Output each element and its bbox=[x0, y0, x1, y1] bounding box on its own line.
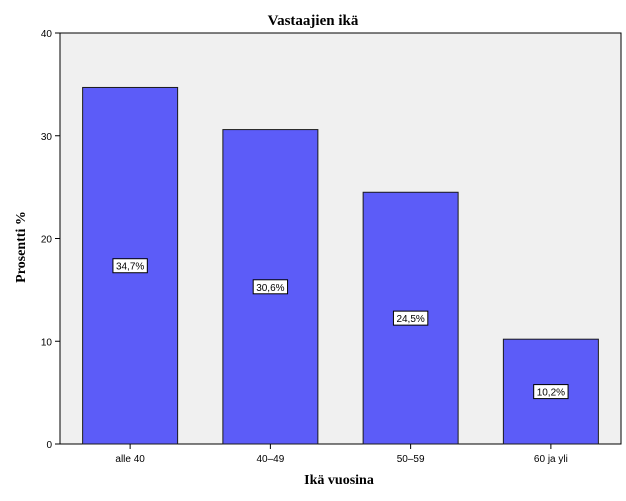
data-labels-layer: 34,7% 30,6% 24,5% 10,2% bbox=[112, 258, 569, 400]
y-tick-label: 20 bbox=[41, 235, 53, 246]
data-label-text: 24,5% bbox=[396, 314, 424, 325]
data-label: 24,5% bbox=[392, 310, 429, 326]
x-tick-label: 50–59 bbox=[397, 454, 425, 465]
x-tick-label: 60 ja yli bbox=[534, 454, 568, 465]
data-label-text: 10,2% bbox=[537, 388, 565, 399]
x-tick-label: 40–49 bbox=[256, 454, 284, 465]
y-tick-label: 10 bbox=[41, 337, 53, 348]
data-label-text: 34,7% bbox=[116, 262, 144, 273]
x-axis: alle 40 40–49 50–59 60 ja yli bbox=[115, 444, 568, 465]
data-label-box bbox=[533, 384, 569, 400]
y-axis: 0 10 20 30 40 bbox=[41, 29, 60, 451]
y-tick-label: 40 bbox=[41, 29, 53, 40]
data-label: 30,6% bbox=[252, 279, 289, 295]
data-label-box bbox=[252, 279, 289, 295]
data-label-box bbox=[112, 258, 148, 274]
y-axis-title: Prosentti % bbox=[14, 211, 29, 283]
y-tick-label: 0 bbox=[46, 440, 52, 451]
y-tick-label: 30 bbox=[41, 132, 53, 143]
data-label: 10,2% bbox=[533, 384, 569, 400]
x-tick-label: alle 40 bbox=[115, 454, 145, 465]
x-axis-title: Ikä vuosina bbox=[304, 473, 374, 488]
data-label-text: 30,6% bbox=[256, 283, 284, 294]
data-label: 34,7% bbox=[112, 258, 148, 274]
data-label-box bbox=[392, 310, 429, 326]
chart-title: Vastaajien ikä bbox=[268, 13, 359, 29]
